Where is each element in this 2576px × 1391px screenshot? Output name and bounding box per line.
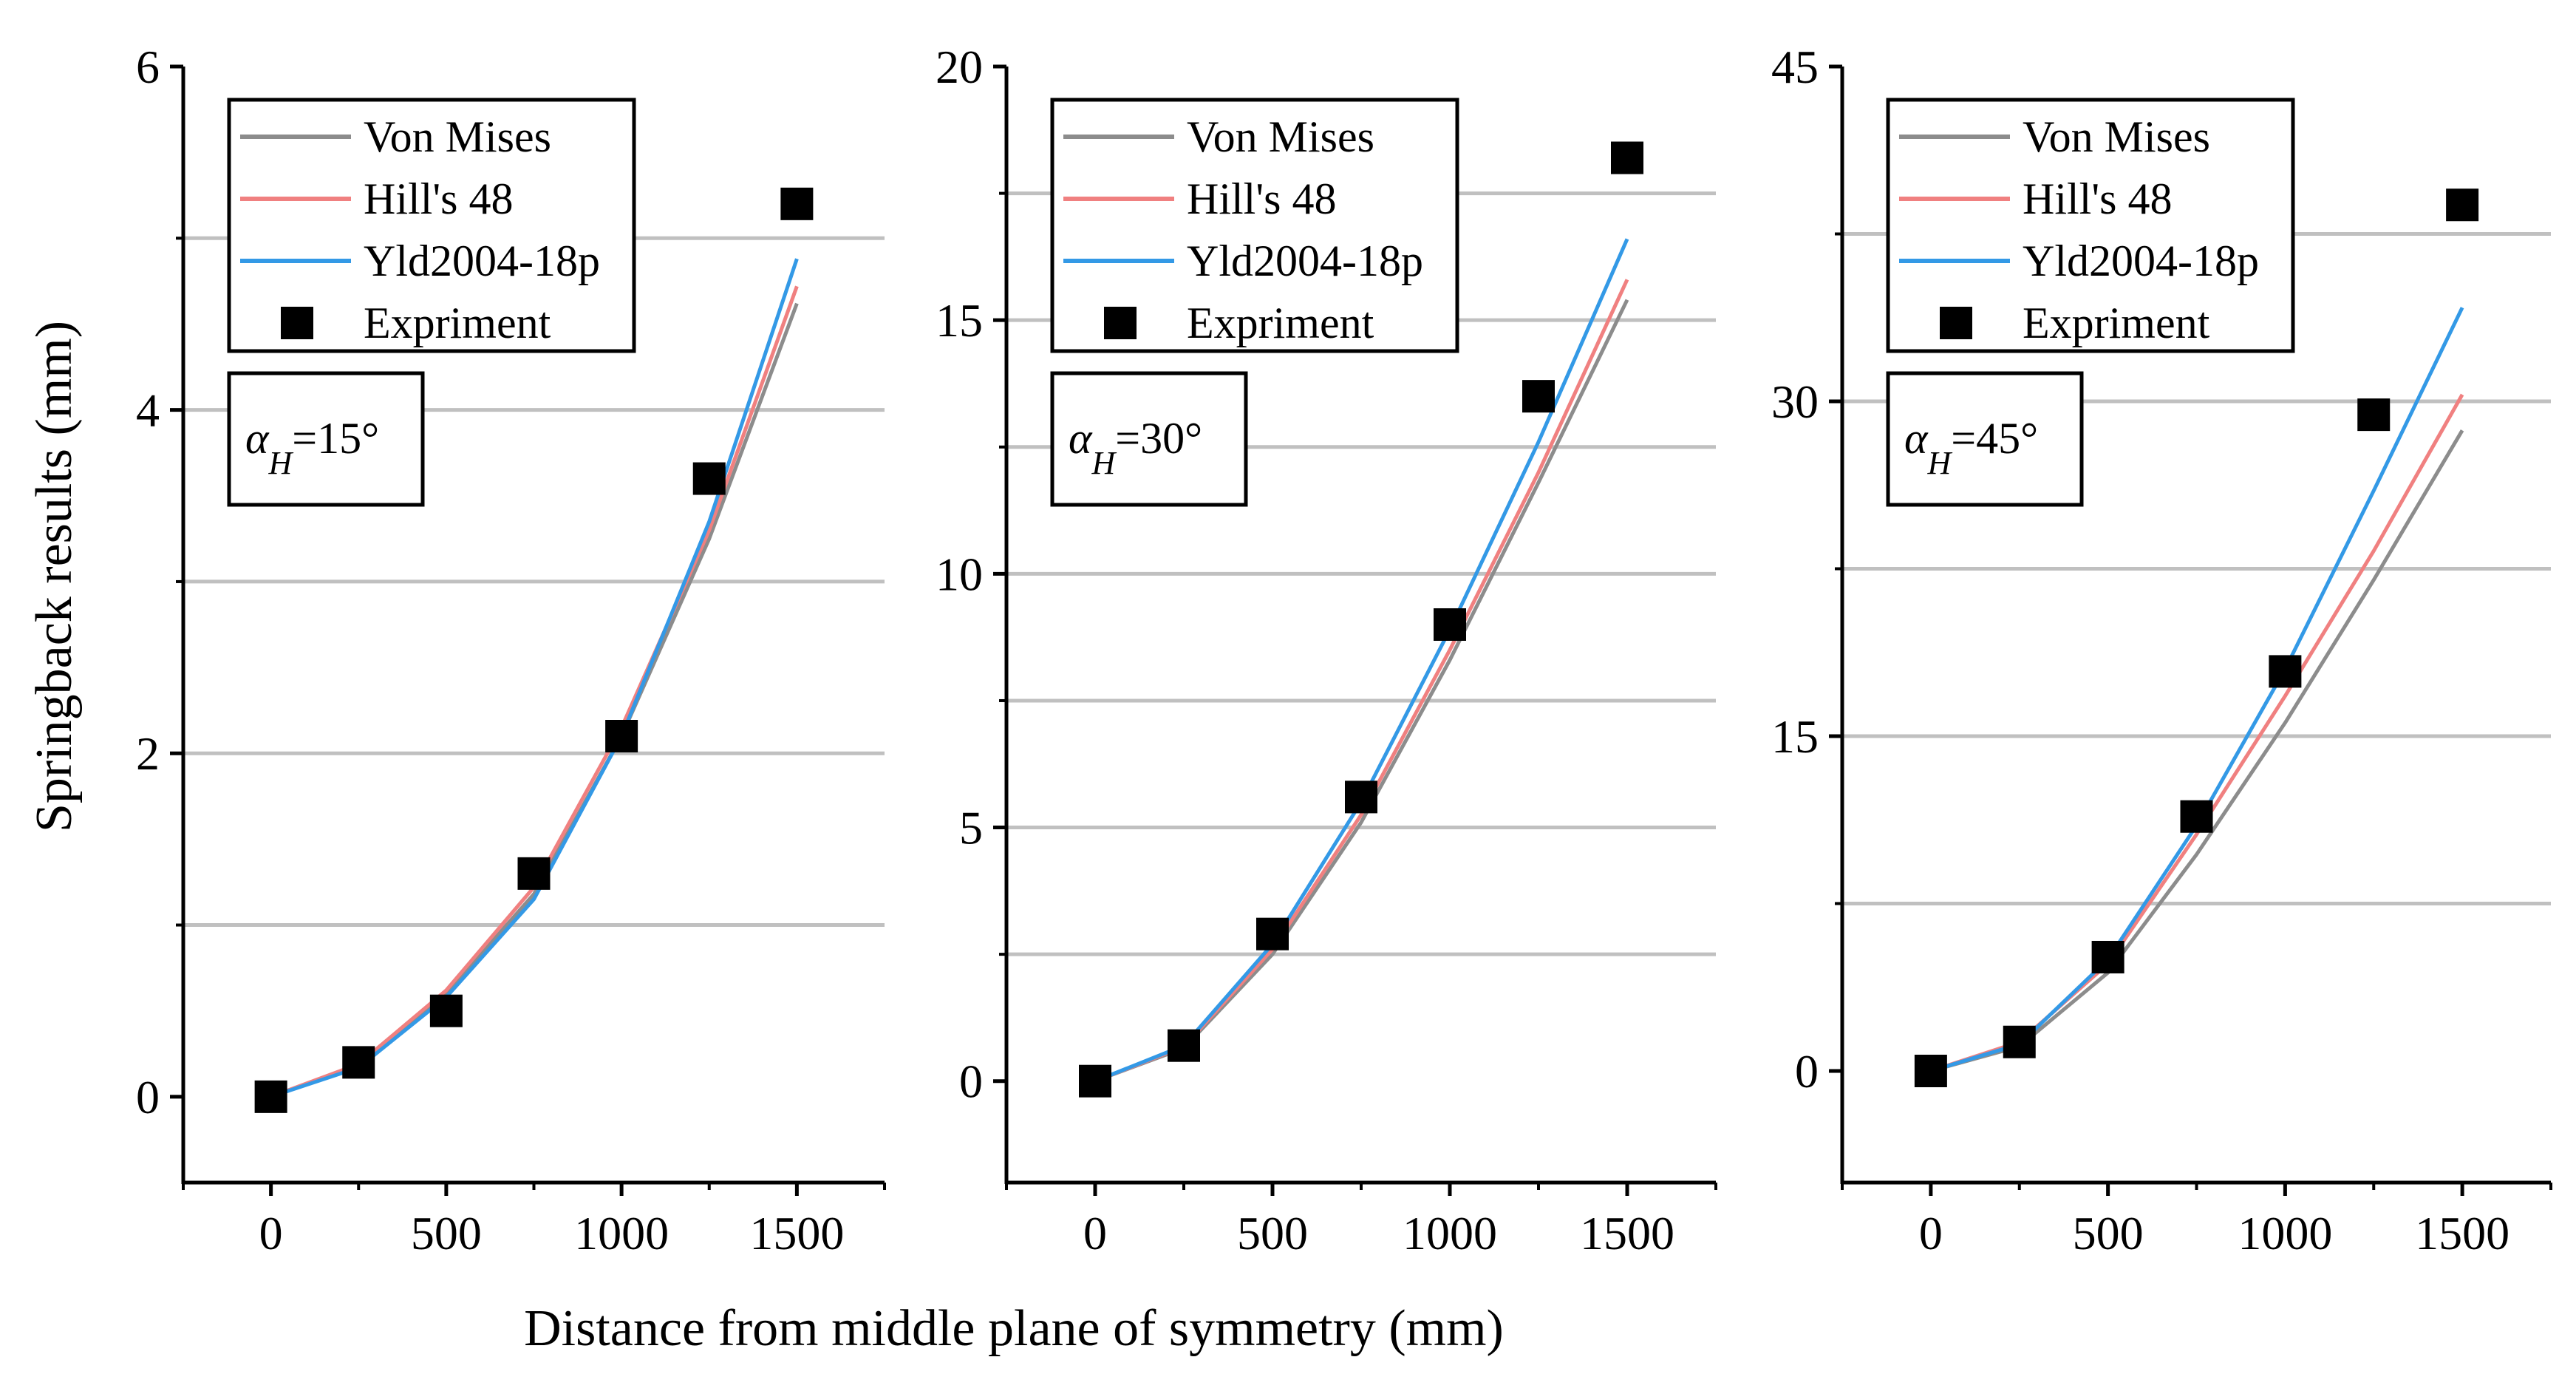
legend-marker-experiment (281, 307, 313, 339)
angle-annotation: αH=30° (1050, 371, 1248, 507)
chart-panel-1: 0 2 4 6 0 500 1000 1500 Von Mises Hill's 48 Yld200… (136, 41, 886, 1259)
annotation-symbol: α (1904, 414, 1929, 463)
experiment-point-1 (1168, 1029, 1200, 1062)
legend-label-2: Yld2004-18p (2023, 237, 2259, 285)
x-tick-label-1: 500 (2073, 1207, 2144, 1259)
annotation-subscript: H (1927, 445, 1953, 481)
annotation-box (1886, 371, 2084, 507)
x-tick-label-0: 0 (259, 1207, 283, 1259)
experiment-point-0 (1914, 1055, 1947, 1087)
chart-panel-3: 0 15 30 45 0 500 1000 1500 Von Mises Hill's 48 Yld… (1771, 41, 2552, 1259)
annotation-subscript: H (268, 445, 294, 481)
experiment-point-1 (342, 1046, 375, 1079)
experiment-point-4 (605, 720, 638, 752)
legend-label-3: Expriment (1187, 299, 1374, 347)
y-tick-label-4: 20 (936, 41, 983, 93)
x-tick-label-0: 0 (1083, 1207, 1107, 1259)
annotation-symbol: α (245, 414, 270, 463)
x-tick-label-2: 1000 (574, 1207, 669, 1259)
x-tick-label-3: 1500 (2415, 1207, 2509, 1259)
experiment-point-4 (1434, 608, 1466, 641)
annotation-label: αH=15° (245, 414, 379, 481)
y-tick-label-1: 2 (136, 727, 160, 780)
annotation-label: αH=30° (1069, 414, 1202, 481)
x-tick-label-1: 500 (1237, 1207, 1308, 1259)
experiment-point-1 (2003, 1025, 2036, 1058)
angle-annotation: αH=45° (1886, 371, 2084, 507)
y-tick-label-0: 0 (959, 1055, 983, 1108)
y-tick-label-2: 30 (1771, 375, 1819, 428)
y-tick-label-3: 15 (936, 294, 983, 347)
legend-label-1: Hill's 48 (2023, 174, 2173, 223)
experiment-point-3 (2180, 800, 2213, 833)
legend-marker-experiment (1940, 307, 1972, 339)
y-tick-label-1: 15 (1771, 710, 1819, 763)
legend: Von Mises Hill's 48 Yld2004-18p Expriment (227, 98, 636, 353)
annotation-value: =15° (292, 414, 379, 463)
legend-label-1: Hill's 48 (364, 174, 514, 223)
x-tick-label-2: 1000 (2238, 1207, 2332, 1259)
experiment-point-0 (254, 1080, 287, 1113)
x-tick-label-3: 1500 (1580, 1207, 1674, 1259)
experiment-point-5 (692, 462, 726, 495)
experiment-point-2 (429, 994, 463, 1027)
y-tick-label-3: 6 (136, 41, 160, 93)
experiment-point-5 (1522, 380, 1555, 413)
chart-panel-2: 0 5 10 15 20 0 500 1000 1500 Von Mises Hill's 48 Yl… (936, 41, 1717, 1259)
x-tick-label-1: 500 (411, 1207, 482, 1259)
legend-label-0: Von Mises (364, 112, 551, 161)
y-tick-label-0: 0 (1795, 1045, 1819, 1098)
legend-label-2: Yld2004-18p (364, 237, 600, 285)
experiment-point-3 (517, 857, 551, 890)
legend: Von Mises Hill's 48 Yld2004-18p Expriment (1886, 98, 2295, 353)
legend-label-1: Hill's 48 (1187, 174, 1337, 223)
y-tick-label-2: 10 (936, 548, 983, 600)
experiment-point-6 (780, 187, 814, 220)
y-tick-label-1: 5 (959, 802, 983, 854)
annotation-value: =30° (1115, 414, 1202, 463)
experiment-point-4 (2269, 655, 2302, 688)
annotation-box (1050, 371, 1248, 507)
legend: Von Mises Hill's 48 Yld2004-18p Expriment (1050, 98, 1459, 353)
experiment-point-6 (2446, 188, 2479, 222)
y-tick-label-0: 0 (136, 1071, 160, 1123)
y-tick-label-2: 4 (136, 384, 160, 437)
annotation-box (227, 371, 425, 507)
x-tick-label-3: 1500 (749, 1207, 844, 1259)
annotation-value: =45° (1951, 414, 2038, 463)
angle-annotation: αH=15° (227, 371, 425, 507)
x-axis-title: Distance from middle plane of symmetry (… (524, 1300, 1504, 1357)
annotation-symbol: α (1069, 414, 1093, 463)
experiment-point-2 (2091, 940, 2124, 973)
legend-marker-experiment (1104, 307, 1137, 339)
experiment-point-2 (1256, 917, 1289, 950)
x-tick-label-0: 0 (1919, 1207, 1943, 1259)
legend-label-2: Yld2004-18p (1187, 237, 1423, 285)
legend-label-0: Von Mises (2023, 112, 2210, 161)
legend-label-3: Expriment (364, 299, 551, 347)
legend-label-3: Expriment (2023, 299, 2210, 347)
experiment-point-5 (2357, 398, 2391, 432)
experiment-point-0 (1079, 1064, 1111, 1098)
annotation-label: αH=45° (1904, 414, 2038, 481)
experiment-point-3 (1345, 780, 1377, 814)
y-tick-label-3: 45 (1771, 41, 1819, 93)
experiment-point-6 (1611, 141, 1643, 174)
series-line-von-mises (1930, 429, 2464, 1073)
annotation-subscript: H (1091, 445, 1117, 481)
x-tick-label-2: 1000 (1403, 1207, 1497, 1259)
legend-label-0: Von Mises (1187, 112, 1374, 161)
y-axis-title: Springback results (mm) (26, 321, 83, 832)
